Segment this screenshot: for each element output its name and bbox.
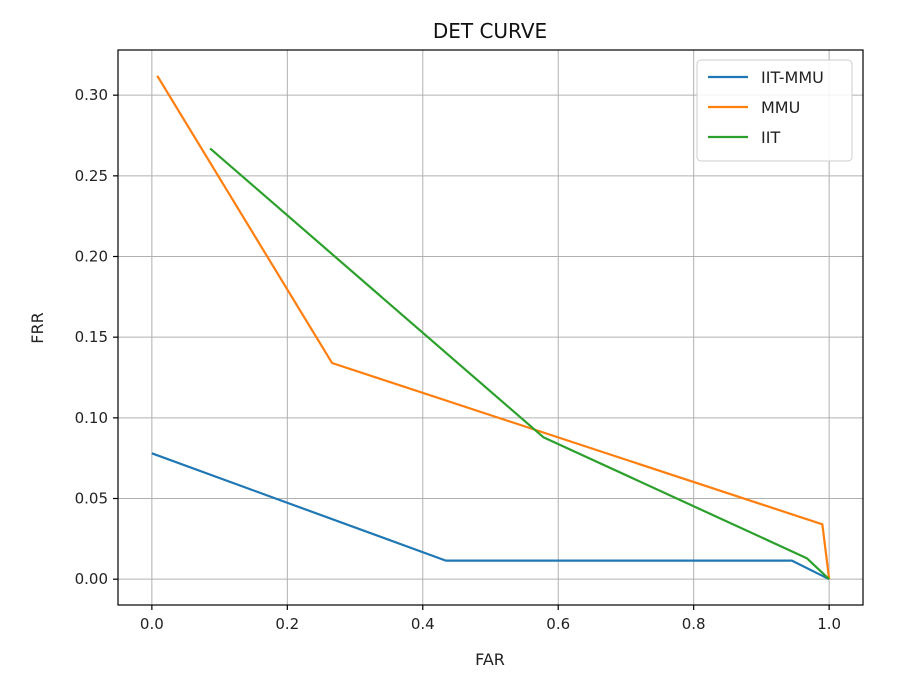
x-tick-label: 1.0 <box>817 615 841 633</box>
series-layer <box>151 75 831 581</box>
plot-frame <box>117 49 864 606</box>
y-tick-label: 0.05 <box>75 490 108 508</box>
y-tick-label: 0.10 <box>75 409 108 427</box>
legend-box <box>696 59 853 162</box>
x-tick-label: 0.8 <box>682 615 706 633</box>
legend-label-iit-mmu: IIT-MMU <box>761 68 824 87</box>
y-axis-label: FRR <box>28 312 47 343</box>
y-tick-label: 0.20 <box>75 248 108 266</box>
series-line-iit <box>209 147 830 580</box>
x-tick-label: 0.0 <box>140 615 164 633</box>
legend: IIT-MMU MMU IIT <box>696 59 853 162</box>
y-tick-label: 0.30 <box>75 86 108 104</box>
tick-layer: 0.0 0.2 0.4 0.6 0.8 1.0 0.00 0.05 0.10 0.15 0.20 0.… <box>75 86 841 633</box>
x-tick-label: 0.2 <box>275 615 299 633</box>
legend-label-iit: IIT <box>761 128 780 147</box>
series-line-mmu <box>156 75 831 580</box>
series-line-iit-mmu <box>151 452 830 581</box>
legend-label-mmu: MMU <box>761 98 800 117</box>
y-tick-label: 0.00 <box>75 570 108 588</box>
y-tick-label: 0.25 <box>75 167 108 185</box>
y-tick-label: 0.15 <box>75 328 108 346</box>
x-tick-label: 0.6 <box>546 615 570 633</box>
chart-title: DET CURVE <box>433 19 547 43</box>
x-tick-label: 0.4 <box>411 615 435 633</box>
x-axis-label: FAR <box>475 650 505 669</box>
